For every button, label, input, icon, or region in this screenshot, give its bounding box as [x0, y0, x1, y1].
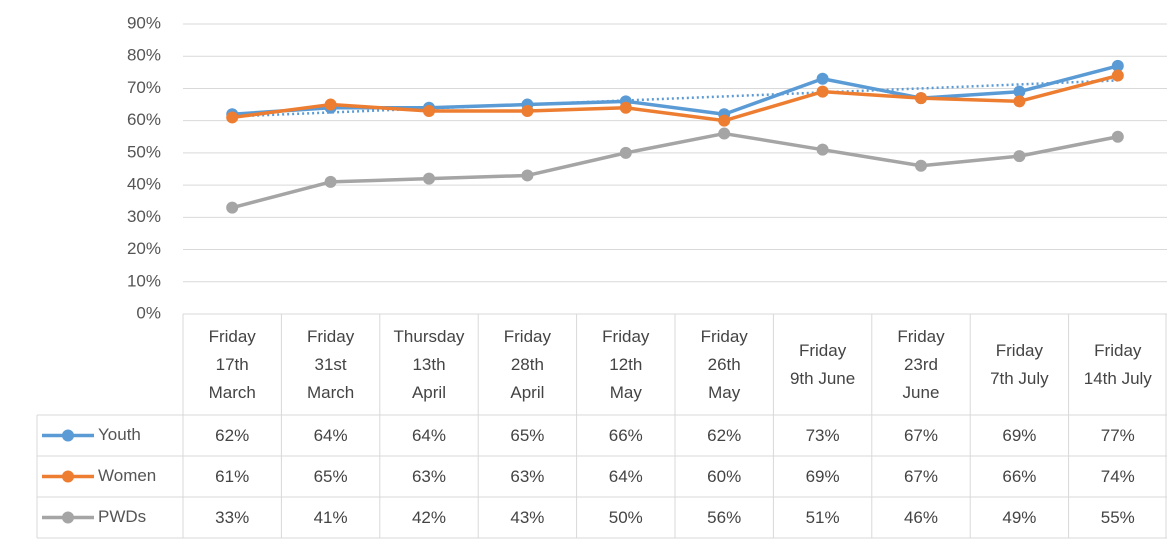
marker [521, 169, 534, 182]
data-table-value: 67% [903, 466, 938, 486]
data-table-value: 43% [510, 507, 545, 527]
marker [324, 175, 337, 188]
marker [816, 85, 829, 98]
series-line [231, 73, 1119, 123]
x-tick-label: Friday 23rd June [897, 326, 945, 402]
data-table-value: 73% [805, 425, 840, 445]
data-table-value: 62% [707, 425, 742, 445]
data-table-value: 62% [215, 425, 250, 445]
y-tick-label: 80% [127, 46, 161, 65]
series-line [231, 131, 1119, 210]
data-table-value: 61% [215, 466, 250, 486]
legend-label: Women [98, 466, 156, 485]
y-tick-label: 40% [127, 175, 161, 194]
marker [816, 143, 829, 156]
legend-label: Youth [98, 425, 141, 444]
data-table-value: 74% [1100, 466, 1135, 486]
marker [1111, 130, 1124, 143]
y-tick-label: 0% [136, 303, 161, 322]
y-tick-label: 50% [127, 142, 161, 161]
data-table-value: 55% [1100, 507, 1135, 527]
data-table-value: 50% [608, 507, 643, 527]
y-tick-label: 30% [127, 207, 161, 226]
marker [1111, 69, 1124, 82]
marker [1013, 150, 1026, 163]
y-tick-label: 90% [127, 13, 161, 32]
data-table-value: 66% [608, 425, 643, 445]
x-tick-label: Thursday 13th April [393, 326, 465, 402]
x-tick-label: Friday 28th April [503, 326, 551, 402]
legend-label: PWDs [98, 507, 146, 526]
data-table-value: 33% [215, 507, 250, 527]
marker [816, 72, 829, 85]
x-tick-label: Friday 26th May [700, 326, 748, 402]
x-tick-label: Friday 31st March [306, 326, 355, 402]
x-tick-label: Friday 14th July [1083, 340, 1152, 388]
marker [915, 159, 927, 172]
data-table-value: 65% [313, 466, 348, 486]
data-table-value: 69% [805, 466, 840, 486]
data-table-value: 64% [608, 466, 643, 486]
marker [521, 105, 534, 117]
marker [1013, 85, 1026, 98]
marker [226, 111, 239, 124]
marker [718, 114, 731, 127]
marker [226, 201, 239, 214]
marker [619, 101, 632, 114]
legend-marker [62, 429, 74, 442]
data-table-value: 49% [1002, 507, 1037, 527]
data-table-value: 42% [411, 507, 446, 527]
y-tick-label: 20% [127, 239, 161, 258]
legend-marker [62, 511, 74, 524]
data-table-value: 60% [707, 466, 742, 486]
marker [324, 98, 337, 111]
marker [1013, 95, 1026, 108]
y-tick-label: 70% [127, 78, 161, 97]
trendline [232, 79, 1118, 118]
marker [423, 172, 435, 185]
data-table-value: 66% [1002, 466, 1037, 486]
data-table-value: 63% [411, 466, 446, 486]
y-tick-label: 60% [127, 110, 161, 129]
x-tick-label: Friday 9th June [789, 340, 856, 388]
marker [423, 105, 435, 117]
marker [915, 92, 927, 105]
marker [619, 146, 632, 159]
data-table-value: 64% [313, 425, 348, 445]
data-table-value: 56% [707, 507, 742, 527]
data-table-value: 65% [510, 425, 545, 445]
data-table-value: 51% [805, 507, 840, 527]
data-table-value: 69% [1002, 425, 1037, 445]
data-table-value: 41% [313, 507, 348, 527]
marker [718, 127, 731, 140]
data-table-value: 67% [903, 425, 938, 445]
y-tick-label: 10% [127, 271, 161, 290]
x-tick-label: Friday 12th May [602, 326, 650, 402]
data-table-value: 64% [411, 425, 446, 445]
x-tick-label: Friday 7th July [990, 340, 1049, 388]
data-table-value: 46% [903, 507, 938, 527]
data-table-value: 77% [1100, 425, 1135, 445]
legend-marker [62, 470, 74, 483]
x-tick-label: Friday 17th March [208, 326, 256, 402]
marker [1111, 59, 1124, 72]
data-table-value: 63% [510, 466, 545, 486]
